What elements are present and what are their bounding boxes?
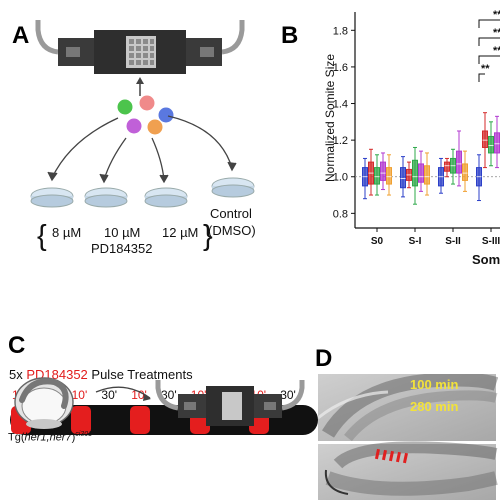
concentration-10: 10 µM (104, 225, 141, 240)
pulse-off-label: 30' (161, 388, 177, 402)
panel-c-letter: C (8, 332, 26, 359)
arrows-to-dishes-icon (47, 115, 237, 184)
arrow-up-icon (136, 77, 144, 96)
significance-label: *** (493, 45, 500, 57)
y-tick-label: 1.8 (333, 25, 348, 37)
micrograph-100min (318, 374, 500, 442)
significance-bracket (478, 19, 500, 28)
cell-3 (157, 106, 175, 124)
significance-label: *** (493, 9, 500, 21)
x-tick-label: S0 (371, 236, 384, 247)
box (400, 167, 406, 189)
x-axis-label: Som (472, 252, 500, 267)
micrograph-280min (318, 441, 498, 500)
y-axis-label: Normalized Somite Size (323, 54, 337, 182)
micrograph-panel (318, 374, 500, 500)
box (488, 135, 494, 154)
petri-dishes-icon (30, 177, 255, 208)
y-tick-label: 1.2 (333, 135, 348, 147)
cell-1 (116, 98, 134, 116)
significance-bracket (478, 73, 485, 82)
embryo-icon (14, 377, 74, 429)
pulse-off-label: 30' (280, 388, 296, 402)
box (462, 163, 468, 181)
drug-label: PD184352 (91, 241, 153, 256)
concentration-8: 8 µM (52, 225, 82, 240)
arrow-right-icon (95, 386, 151, 401)
strain-close: ) (71, 431, 76, 444)
brace-left: { (37, 220, 47, 252)
box (386, 167, 392, 185)
time-label-280: 280 min (410, 399, 459, 414)
box (494, 132, 500, 154)
box (412, 159, 418, 187)
control-dmso-label: (DMSO) (208, 223, 256, 238)
pulse-off-label: 30' (101, 388, 118, 402)
x-tick-label: S-III (482, 236, 500, 247)
panel-c-illustration (14, 377, 305, 429)
x-tick-label: S-I (409, 236, 422, 247)
pulse-on-segment (70, 406, 91, 434)
control-label: Control (210, 206, 252, 221)
strain-prefix: Tg( (8, 431, 25, 444)
y-tick-label: 1.6 (333, 62, 348, 74)
box (374, 167, 380, 185)
pulse-title: 5x PD184352 Pulse Treatments (9, 367, 193, 382)
box (418, 163, 424, 183)
cell-5 (146, 118, 164, 136)
pulse-on-label: 10' (131, 388, 147, 402)
somite-size-chart: Normalized Somite Size Som 0.8 1.0 1.2 1.4 1… (323, 9, 500, 267)
panel-a-illustration (30, 20, 255, 208)
panel-b-letter: B (281, 22, 299, 49)
somite-markers-icon (374, 448, 408, 464)
x-tick-label: S-II (445, 236, 461, 247)
strain-superscript: ci301 (75, 431, 92, 438)
box (424, 165, 430, 185)
brace-right: } (203, 220, 213, 252)
significance-label: ** (481, 63, 490, 75)
y-tick-label: 0.8 (333, 208, 348, 220)
y-tick-label: 1.0 (333, 172, 348, 184)
cell-4 (125, 117, 143, 135)
significance-label: *** (493, 27, 500, 39)
pulse-on-segment (130, 406, 151, 434)
pulse-on-label: 10' (71, 388, 88, 402)
panel-d-letter: D (315, 345, 333, 372)
box (444, 161, 450, 172)
concentration-12: 12 µM (162, 225, 199, 240)
box (380, 161, 386, 181)
time-label-100: 100 min (410, 377, 459, 392)
cells-cluster-icon (116, 94, 175, 136)
pulse-title-prefix: 5x (9, 367, 27, 382)
strain-label: Tg(her1,her7)ci301 (8, 431, 92, 444)
pulse-title-suffix: Pulse Treatments (87, 367, 193, 382)
box (482, 130, 488, 148)
y-tick-label: 1.4 (333, 99, 348, 111)
strain-italic: her1,her7 (24, 431, 72, 444)
panel-a-letter: A (12, 22, 30, 49)
microfluidic-device-icon (35, 20, 245, 74)
microfluidic-device-icon-2 (155, 380, 305, 426)
significance-bracket (478, 55, 500, 64)
cell-2 (138, 94, 156, 112)
significance-bracket (478, 37, 500, 46)
box (456, 150, 462, 174)
